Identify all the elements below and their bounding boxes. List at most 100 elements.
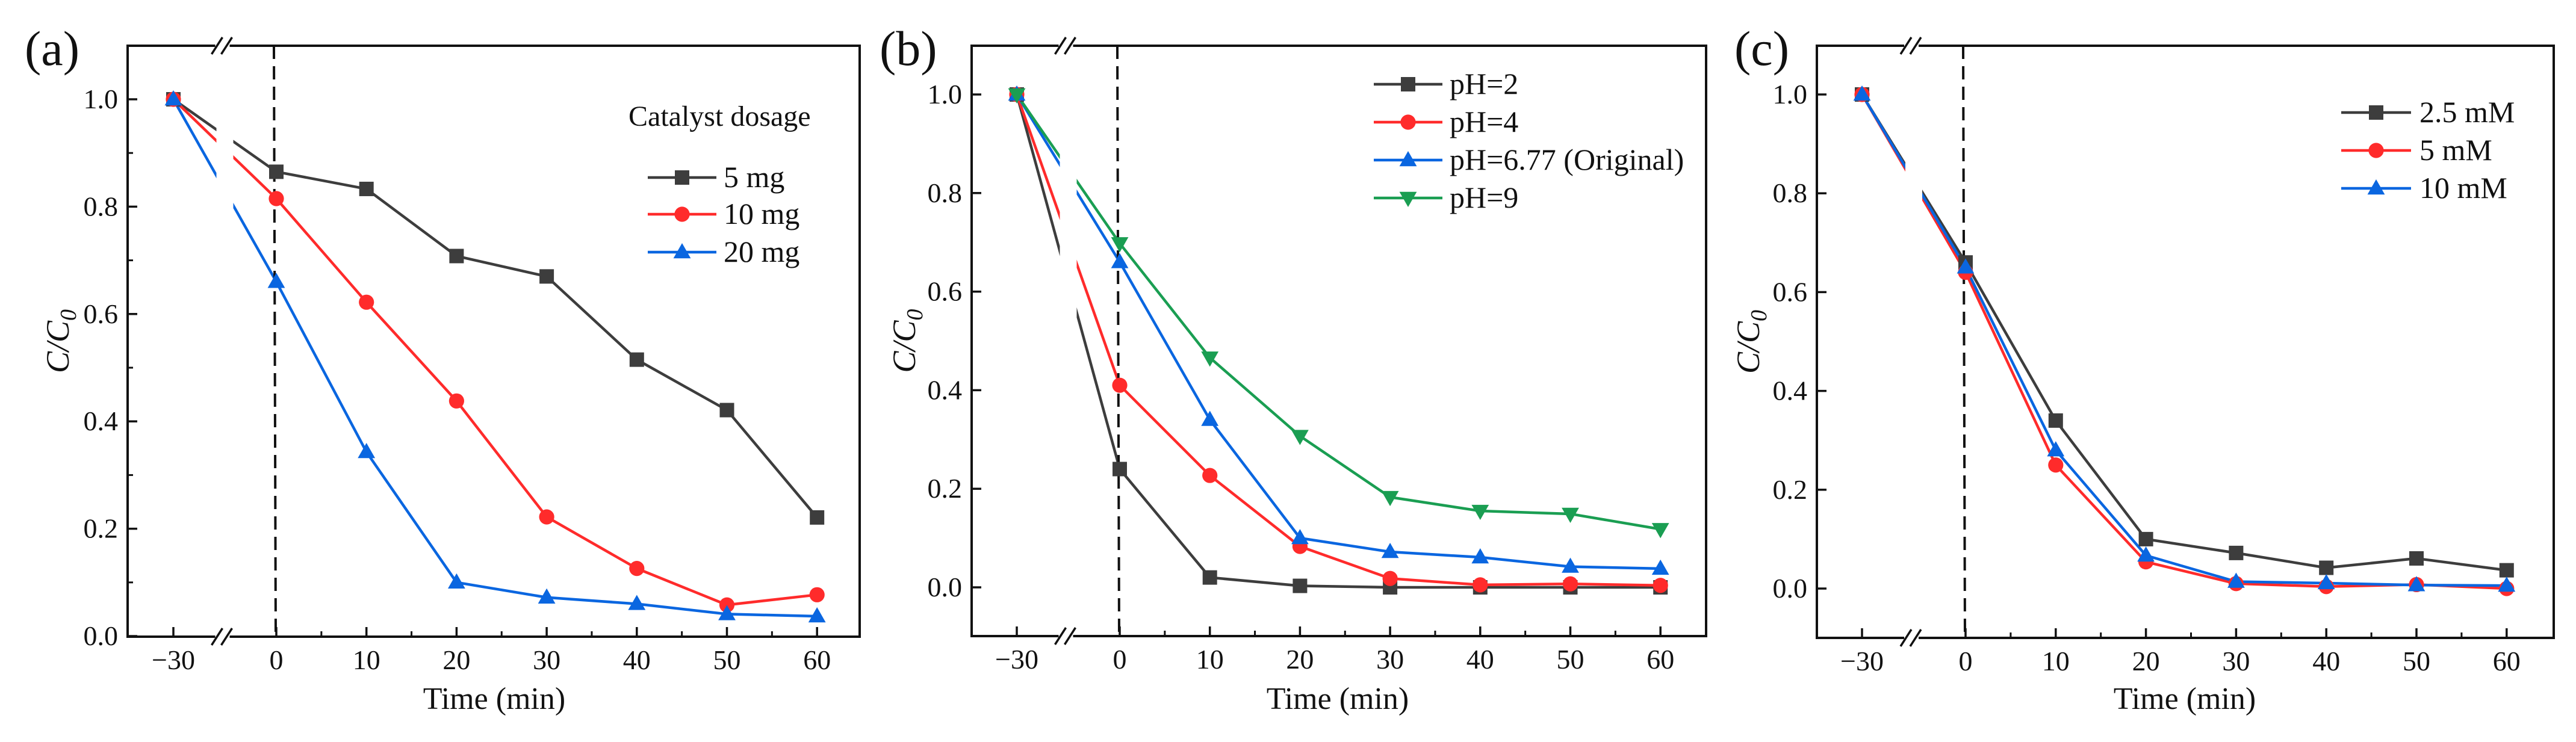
- panel-label: (b): [880, 21, 937, 76]
- axis-break-mark: [1909, 629, 1922, 647]
- legend-label: pH=2: [1450, 67, 1518, 100]
- x-tick-label: 0: [270, 645, 284, 675]
- series-line-0: [1015, 94, 1661, 589]
- data-point-s2-5: [2317, 574, 2335, 590]
- data-point-s3-6: [1562, 507, 1579, 523]
- data-point-s2-6: [718, 605, 736, 620]
- data-point-s1-4: [1382, 570, 1398, 586]
- y-tick-label: 0.6: [84, 298, 119, 329]
- data-point-s1-7: [809, 587, 825, 602]
- x-tick-label: −30: [995, 644, 1038, 675]
- inverted-triangle-marker: [1399, 191, 1417, 207]
- axis-break-mark: [220, 37, 233, 55]
- x-tick-label: 30: [1376, 644, 1404, 675]
- data-point-s1-6: [719, 597, 735, 613]
- axis-break-mask: [1058, 634, 1073, 638]
- panel-label: (c): [1734, 21, 1789, 76]
- x-tick-label: 20: [2132, 646, 2160, 676]
- data-point-s2-7: [808, 607, 826, 623]
- y-tick-label: 0.4: [1773, 376, 1808, 406]
- data-point-s1-2: [359, 294, 374, 310]
- x-tick-label: 20: [442, 645, 470, 675]
- data-point-s0-7: [2499, 563, 2514, 578]
- y-tick-label: 0.6: [1773, 276, 1808, 307]
- axis-break-mask: [1904, 43, 1919, 48]
- x-tick-label: 40: [1466, 644, 1494, 675]
- data-point-s1-1: [268, 191, 284, 206]
- y-tick-label: 0.0: [928, 572, 963, 602]
- data-point-s0-4: [2229, 545, 2244, 560]
- data-point-s2-7: [2498, 577, 2516, 592]
- data-point-s3-0: [1008, 88, 1026, 104]
- data-point-s2-4: [1381, 543, 1399, 558]
- data-point-s3-2: [1201, 351, 1219, 367]
- data-point-s0-2: [359, 181, 374, 196]
- panel-a: −30 0 10 20 30 40 50 60 0.0 0.2 0.4 0.6 0.8 1.0 Time (…: [25, 21, 861, 716]
- data-point-s0-6: [2409, 551, 2424, 566]
- triangle-marker: [2367, 179, 2385, 195]
- data-point-s2-6: [1562, 557, 1579, 573]
- series-line-3: [1016, 93, 1661, 531]
- data-point-s0-7: [810, 510, 825, 525]
- data-point-s0-3: [2138, 531, 2153, 546]
- triangle-marker: [1399, 151, 1417, 167]
- series-line-1: [1015, 94, 1661, 587]
- series-line-1: [1861, 93, 2507, 590]
- y-axis-label-subscript: 0: [902, 309, 928, 320]
- data-point-s2-2: [1201, 410, 1219, 426]
- x-tick-label: 60: [1646, 644, 1674, 675]
- data-point-s2-3: [1291, 529, 1309, 545]
- data-point-s1-2: [1202, 468, 1218, 483]
- data-point-s0-1: [1113, 462, 1127, 477]
- series-line-2: [1016, 93, 1661, 570]
- panel-c: −30 0 10 20 30 40 50 60 0.0 0.2 0.4 0.6 0.8 1.0 Time (…: [1730, 21, 2555, 716]
- y-tick-label: 0.8: [928, 178, 963, 208]
- x-tick-label: 30: [2222, 646, 2250, 676]
- y-tick-label: 0.8: [1773, 178, 1808, 208]
- legend: 2.5 mM 5 mM 10 mM: [2341, 95, 2515, 205]
- data-point-s3-3: [1291, 430, 1309, 445]
- series-line-1: [172, 98, 818, 607]
- legend-label: pH=6.77 (Original): [1450, 143, 1684, 176]
- x-tick-label: −30: [152, 645, 195, 675]
- y-tick-label: 0.4: [928, 374, 963, 405]
- square-marker: [1401, 77, 1415, 91]
- y-axis-label-main: C/C: [40, 320, 76, 373]
- plot-frame: [126, 45, 861, 638]
- x-tick-label: 0: [1113, 644, 1127, 675]
- data-point-s0-5: [629, 352, 644, 367]
- data-point-s2-5: [628, 595, 646, 610]
- dashed-reference-line: [1116, 45, 1120, 637]
- y-tick-label: 1.0: [928, 79, 963, 110]
- data-point-s1-5: [629, 561, 645, 577]
- data-point-s2-2: [358, 443, 376, 459]
- y-axis-label: C/C0: [886, 309, 928, 373]
- x-tick-label: 60: [803, 645, 831, 675]
- axis-break-mark: [1054, 37, 1067, 55]
- data-point-s0-2: [1202, 570, 1217, 585]
- square-marker: [675, 170, 689, 185]
- data-point-s2-0: [1853, 85, 1871, 101]
- data-point-s3-1: [1111, 237, 1129, 253]
- panel-b: −30 0 10 20 30 40 50 60 0.0 0.2 0.4 0.6 0.8 1.0 Time (…: [880, 21, 1707, 716]
- axis-break-mark: [1899, 629, 1913, 647]
- x-tick-label: 50: [713, 645, 741, 675]
- x-tick-label: 40: [623, 645, 651, 675]
- square-marker: [2369, 105, 2383, 120]
- x-tick-label: 10: [2042, 646, 2070, 676]
- plot-frame: [1816, 45, 2555, 639]
- data-point-s2-2: [2047, 441, 2065, 457]
- y-tick-label: 1.0: [1773, 79, 1808, 110]
- data-point-s3-5: [1471, 504, 1489, 521]
- x-tick-label: 50: [1557, 644, 1584, 675]
- data-point-s0-4: [539, 269, 554, 284]
- data-point-s2-0: [164, 90, 182, 106]
- x-tick-label: 10: [353, 645, 380, 675]
- y-axis-label-main: C/C: [886, 320, 922, 373]
- panel-label: (a): [25, 21, 79, 76]
- axis-break-mask: [1904, 635, 1919, 640]
- data-point-s0-3: [449, 249, 464, 264]
- legend-title: Catalyst dosage: [628, 100, 811, 132]
